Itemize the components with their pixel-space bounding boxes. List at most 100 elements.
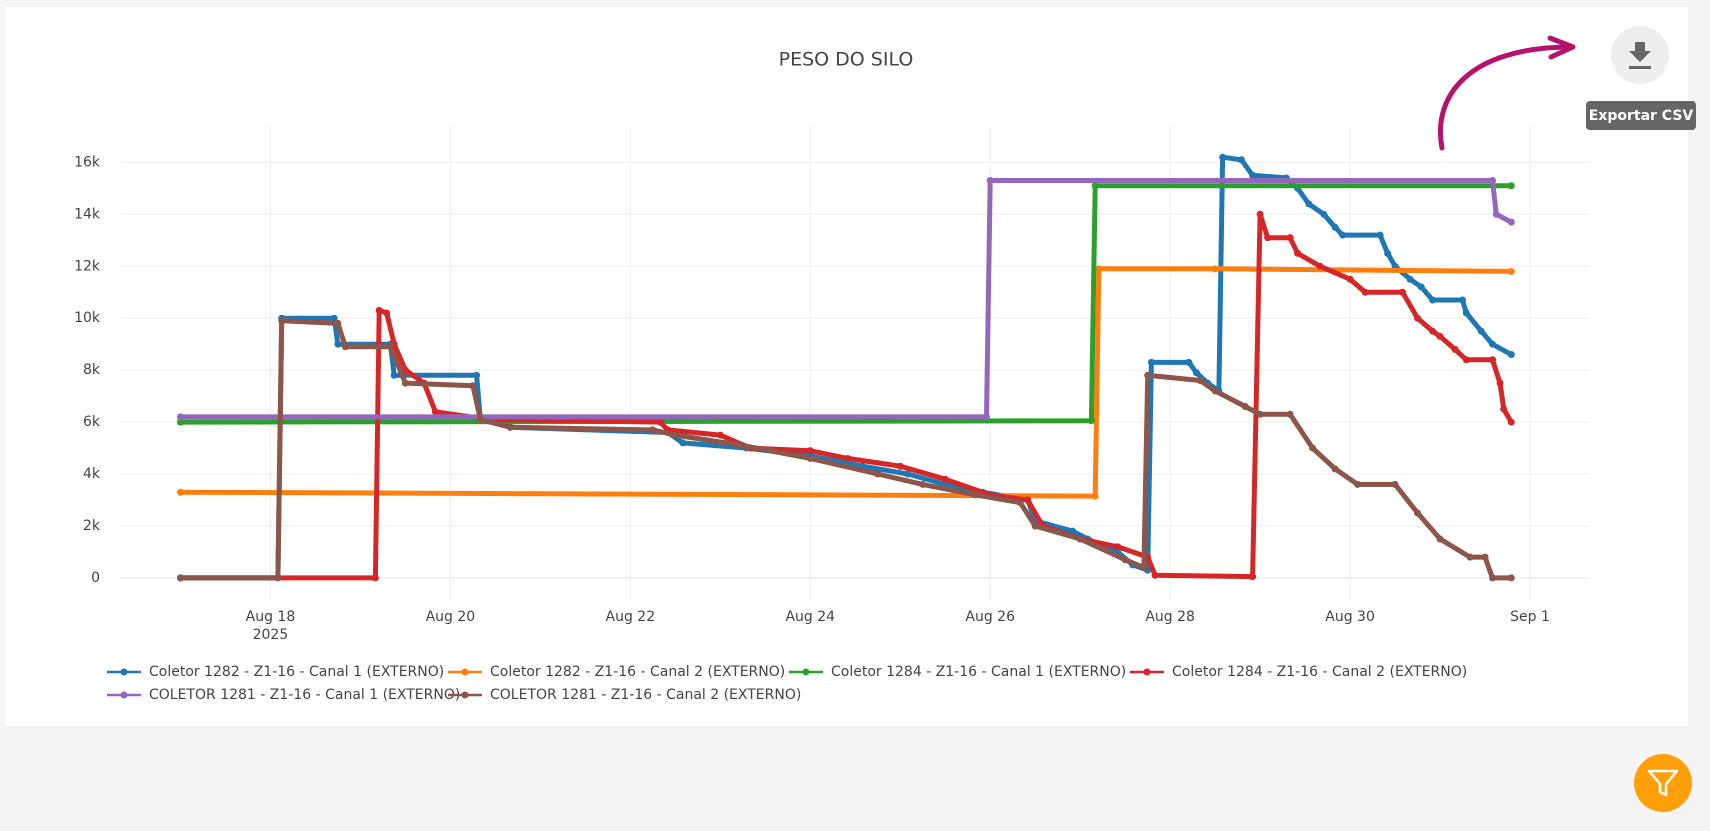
marker	[1069, 527, 1077, 535]
marker	[1477, 327, 1485, 335]
marker	[375, 306, 383, 314]
marker	[371, 574, 379, 582]
marker	[1451, 345, 1459, 353]
marker	[1031, 522, 1039, 530]
x-tick-label: Sep 1	[1510, 609, 1550, 625]
download-button[interactable]	[1611, 26, 1669, 84]
plot	[176, 153, 1515, 582]
legend-label: Coletor 1282 - Z1-16 - Canal 2 (EXTERNO)	[490, 664, 785, 680]
legend-label: Coletor 1282 - Z1-16 - Canal 1 (EXTERNO)	[149, 664, 444, 680]
marker	[1264, 234, 1272, 242]
y-tick-label: 10k	[74, 310, 101, 326]
marker	[1016, 499, 1024, 507]
marker	[919, 480, 927, 488]
x-tick-label: Aug 30	[1325, 609, 1375, 625]
marker	[1024, 496, 1032, 504]
x-tick-label: Aug 20	[425, 609, 476, 625]
marker	[656, 418, 664, 426]
x-tick-label: Aug 18 2025	[245, 609, 296, 643]
marker	[1346, 275, 1354, 283]
marker	[1185, 358, 1193, 366]
legend-item[interactable]: COLETOR 1281 - Z1-16 - Canal 1 (EXTERNO)	[107, 687, 460, 703]
legend-marker	[1143, 668, 1151, 676]
legend-marker	[802, 668, 810, 676]
marker	[274, 574, 282, 582]
marker	[334, 319, 342, 327]
tooltip-text: Exportar CSV	[1589, 108, 1694, 124]
marker	[1481, 553, 1489, 561]
legend-item[interactable]: Coletor 1284 - Z1-16 - Canal 2 (EXTERNO)	[1130, 664, 1467, 680]
marker	[1500, 405, 1508, 413]
x-tick-label: Aug 24	[785, 609, 836, 625]
legend-marker	[120, 668, 128, 676]
y-tick-label: 0	[91, 570, 100, 586]
marker	[431, 408, 439, 416]
marker	[469, 382, 477, 390]
marker	[679, 439, 687, 447]
marker	[1436, 332, 1444, 340]
filter-button[interactable]	[1634, 754, 1692, 812]
x-tick-label: Aug 28	[1145, 609, 1195, 625]
marker	[1466, 553, 1474, 561]
marker	[1507, 218, 1515, 226]
marker	[1507, 267, 1515, 275]
marker	[1249, 171, 1257, 179]
marker	[476, 415, 484, 423]
legend-label: COLETOR 1281 - Z1-16 - Canal 2 (EXTERNO)	[490, 687, 801, 703]
marker	[1489, 356, 1497, 364]
card	[5, 7, 1688, 726]
marker	[1462, 356, 1470, 364]
legend-item[interactable]: COLETOR 1281 - Z1-16 - Canal 2 (EXTERNO)	[448, 687, 801, 703]
marker	[806, 454, 814, 462]
marker	[1087, 417, 1095, 425]
arrow-head	[1547, 35, 1576, 60]
marker	[1192, 369, 1200, 377]
marker	[1429, 327, 1437, 335]
series-line	[180, 318, 1512, 581]
marker	[278, 317, 286, 325]
marker	[1339, 231, 1347, 239]
marker	[176, 574, 184, 582]
marker	[473, 371, 481, 379]
marker	[649, 426, 657, 434]
y-tick-label: 12k	[74, 258, 101, 274]
marker	[1151, 571, 1159, 579]
marker	[1429, 296, 1437, 304]
marker	[1286, 234, 1294, 242]
marker	[1507, 351, 1515, 359]
marker	[1144, 371, 1152, 379]
marker	[1507, 182, 1515, 190]
legend-marker	[461, 668, 469, 676]
marker	[1076, 535, 1084, 543]
marker	[1361, 288, 1369, 296]
y-tick-label: 14k	[74, 206, 101, 222]
marker	[1462, 309, 1470, 317]
y-tick-label: 8k	[83, 362, 101, 378]
marker	[1459, 296, 1467, 304]
marker	[1256, 410, 1264, 418]
y-tick-label: 4k	[83, 466, 101, 482]
y-tick-label: 16k	[74, 154, 101, 170]
marker	[1241, 403, 1249, 411]
tooltip	[1586, 101, 1696, 130]
marker	[1211, 265, 1219, 273]
marker	[1391, 480, 1399, 488]
legend-label: Coletor 1284 - Z1-16 - Canal 1 (EXTERNO)	[831, 664, 1126, 680]
marker	[390, 371, 398, 379]
marker	[1211, 387, 1219, 395]
chart-title: PESO DO SILO	[779, 49, 914, 71]
marker	[1305, 200, 1313, 208]
marker	[739, 441, 747, 449]
marker	[1331, 465, 1339, 473]
x-tick-label: Aug 26	[965, 609, 1015, 625]
legend-item[interactable]: Coletor 1282 - Z1-16 - Canal 1 (EXTERNO)	[107, 664, 444, 680]
marker	[844, 454, 852, 462]
legend-item[interactable]: Coletor 1284 - Z1-16 - Canal 1 (EXTERNO)	[789, 664, 1126, 680]
marker	[330, 314, 338, 322]
legend-item[interactable]: Coletor 1282 - Z1-16 - Canal 2 (EXTERNO)	[448, 664, 785, 680]
legend-marker	[120, 691, 128, 699]
marker	[1492, 210, 1500, 218]
legend: Coletor 1282 - Z1-16 - Canal 1 (EXTERNO)…	[107, 664, 1467, 703]
marker	[1196, 377, 1204, 385]
